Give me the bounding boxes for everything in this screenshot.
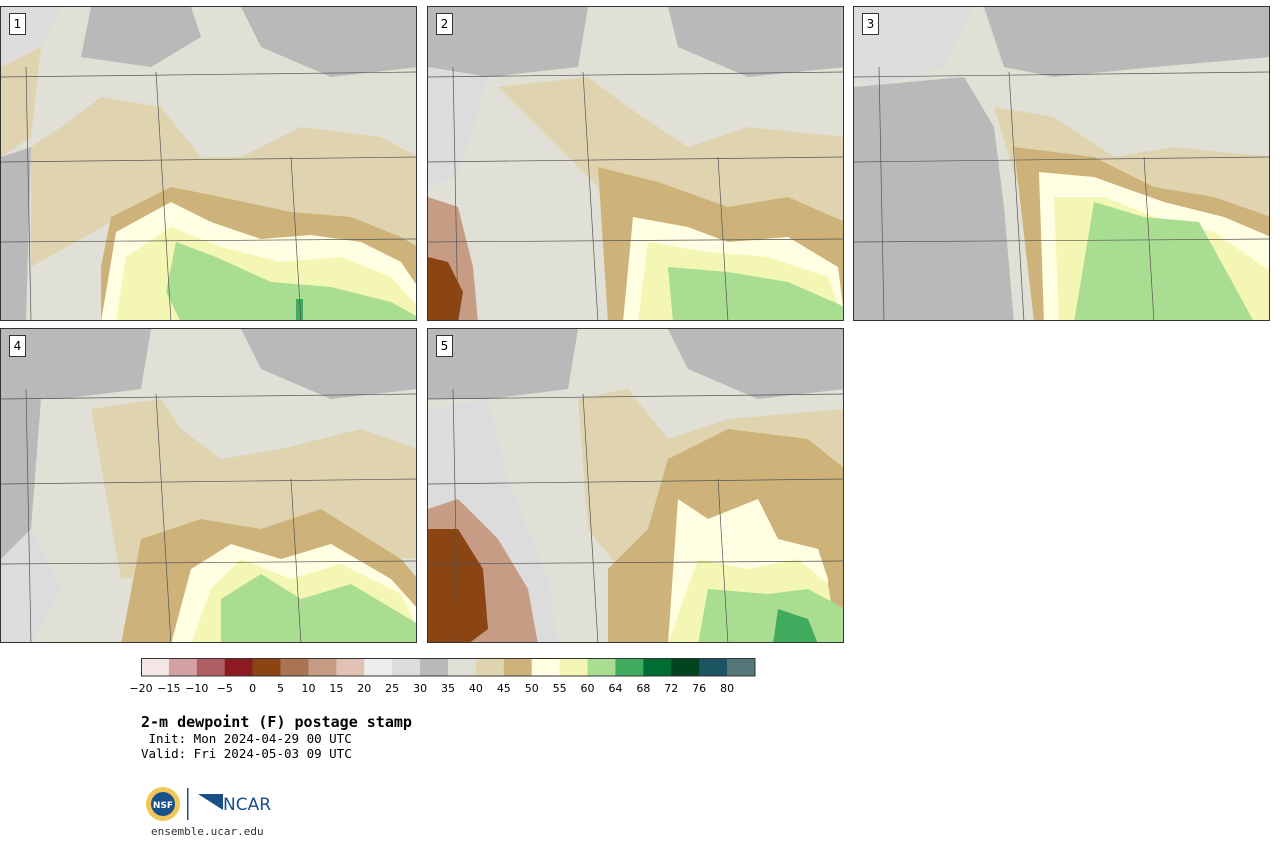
dewpoint-map [854,7,1269,320]
colorbar-tick-label: −10 [185,682,209,695]
panel-label: 4 [9,335,26,357]
colorbar-swatch [615,658,644,676]
dewpoint-map [1,329,416,642]
colorbar-swatch [671,658,700,676]
panel-member-2: 2 [427,6,844,321]
panel-label: 3 [862,13,879,35]
colorbar-tick-label: 10 [301,682,316,695]
colorbar-tick-label: 15 [329,682,344,695]
colorbar-swatch [559,658,588,676]
colorbar-tick-label: 64 [608,682,623,695]
colorbar-tick-label: −20 [129,682,153,695]
colorbar-tick-label: 76 [692,682,707,695]
colorbar-tick-label: 80 [720,682,735,695]
panel-member-1: 1 [0,6,417,321]
colorbar-swatch [531,658,560,676]
colorbar-tick-label: 60 [580,682,595,695]
colorbar-tick-label: 30 [413,682,428,695]
ncar-text: NCAR [223,795,271,815]
panel-member-4: 4 [0,328,417,643]
colorbar-tick-label: 0 [249,682,257,695]
colorbar-swatch [727,658,756,676]
colorbar-swatch [448,658,477,676]
colorbar-tick-label: 55 [552,682,567,695]
colorbar-swatch [643,658,672,676]
dewpoint-map [1,7,416,320]
colorbar-swatch [475,658,505,676]
colorbar [141,658,756,677]
colorbar-swatch [420,658,449,676]
colorbar-swatch [141,658,170,676]
colorbar-tick-label: 35 [441,682,455,695]
site-url: ensemble.ucar.edu [151,825,264,838]
dewpoint-map [428,7,843,320]
colorbar-swatch [699,658,728,676]
colorbar-tick-label: 40 [468,682,483,695]
colorbar-swatch [252,658,281,676]
nsf-text: NSF [153,801,173,811]
colorbar-tick-label: 68 [636,682,651,695]
panel-label: 1 [9,13,26,35]
colorbar-swatch [168,658,198,676]
colorbar-tick-label: 5 [277,682,285,695]
panel-member-5: 5 [427,328,844,643]
colorbar-tick-label: −5 [216,682,233,695]
colorbar-swatch [196,658,226,676]
colorbar-swatch [587,658,616,676]
init-time: Init: Mon 2024-04-29 00 UTC [141,731,352,746]
colorbar-tick-label: 45 [496,682,511,695]
dewpoint-map [428,329,843,642]
colorbar-tick-label: 25 [385,682,400,695]
colorbar-swatch [336,658,365,676]
colorbar-tick-label: −15 [157,682,181,695]
colorbar-swatch [364,658,393,676]
valid-time: Valid: Fri 2024-05-03 09 UTC [141,746,352,761]
panel-member-3: 3 [853,6,1270,321]
panel-label: 2 [436,13,453,35]
colorbar-swatch [224,658,253,676]
colorbar-swatch [308,658,337,676]
colorbar-tick-label: 50 [524,682,539,695]
colorbar-swatch [280,658,309,676]
colorbar-swatch [503,658,533,676]
plot-title: 2-m dewpoint (F) postage stamp [141,713,412,731]
colorbar-tick-label: 72 [664,682,679,695]
panel-label: 5 [436,335,453,357]
colorbar-swatch [392,658,421,676]
colorbar-tick-label: 20 [357,682,372,695]
nsf-ncar-logo: NSF NCAR [146,787,271,821]
